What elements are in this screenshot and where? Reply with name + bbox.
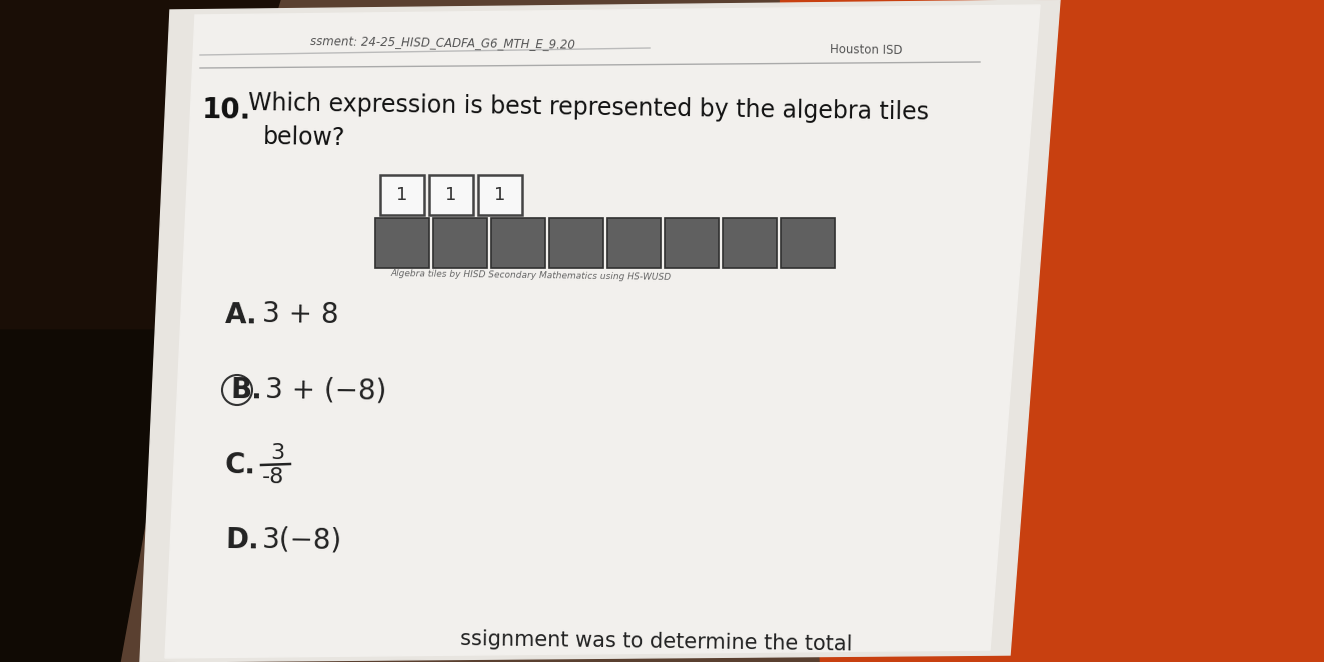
FancyBboxPatch shape	[433, 218, 487, 268]
FancyBboxPatch shape	[549, 218, 602, 268]
Text: B.: B.	[230, 376, 262, 404]
Text: 3: 3	[270, 443, 285, 463]
FancyBboxPatch shape	[723, 218, 777, 268]
Polygon shape	[0, 330, 180, 662]
Text: Which expression is best represented by the algebra tiles: Which expression is best represented by …	[248, 91, 929, 124]
Text: C.: C.	[225, 451, 257, 479]
Text: 1: 1	[445, 186, 457, 204]
Polygon shape	[140, 0, 1061, 662]
Text: -8: -8	[262, 467, 285, 487]
Text: 1: 1	[494, 186, 506, 204]
FancyBboxPatch shape	[665, 218, 719, 268]
FancyBboxPatch shape	[429, 175, 473, 215]
Polygon shape	[0, 0, 279, 330]
Text: A.: A.	[225, 301, 258, 329]
Text: D.: D.	[225, 526, 260, 554]
Text: 3(−8): 3(−8)	[262, 526, 343, 555]
Text: 1: 1	[396, 186, 408, 204]
Text: below?: below?	[263, 125, 346, 150]
FancyBboxPatch shape	[375, 218, 429, 268]
Text: 3 + 8: 3 + 8	[262, 301, 339, 330]
Polygon shape	[166, 5, 1039, 658]
FancyBboxPatch shape	[380, 175, 424, 215]
FancyBboxPatch shape	[606, 218, 661, 268]
Text: Algebra tiles by HISD Secondary Mathematics using HS-WUSD: Algebra tiles by HISD Secondary Mathemat…	[391, 269, 671, 282]
Polygon shape	[780, 0, 1324, 662]
Text: 3 + (−8): 3 + (−8)	[265, 375, 387, 405]
Text: ssignment was to determine the total: ssignment was to determine the total	[459, 630, 853, 655]
Text: Houston ISD: Houston ISD	[830, 43, 903, 57]
FancyBboxPatch shape	[781, 218, 835, 268]
Text: ssment: 24-25_HISD_CADFA_G6_MTH_E_9.20: ssment: 24-25_HISD_CADFA_G6_MTH_E_9.20	[310, 34, 575, 50]
Text: 10.: 10.	[203, 95, 252, 124]
FancyBboxPatch shape	[478, 175, 522, 215]
FancyBboxPatch shape	[491, 218, 545, 268]
